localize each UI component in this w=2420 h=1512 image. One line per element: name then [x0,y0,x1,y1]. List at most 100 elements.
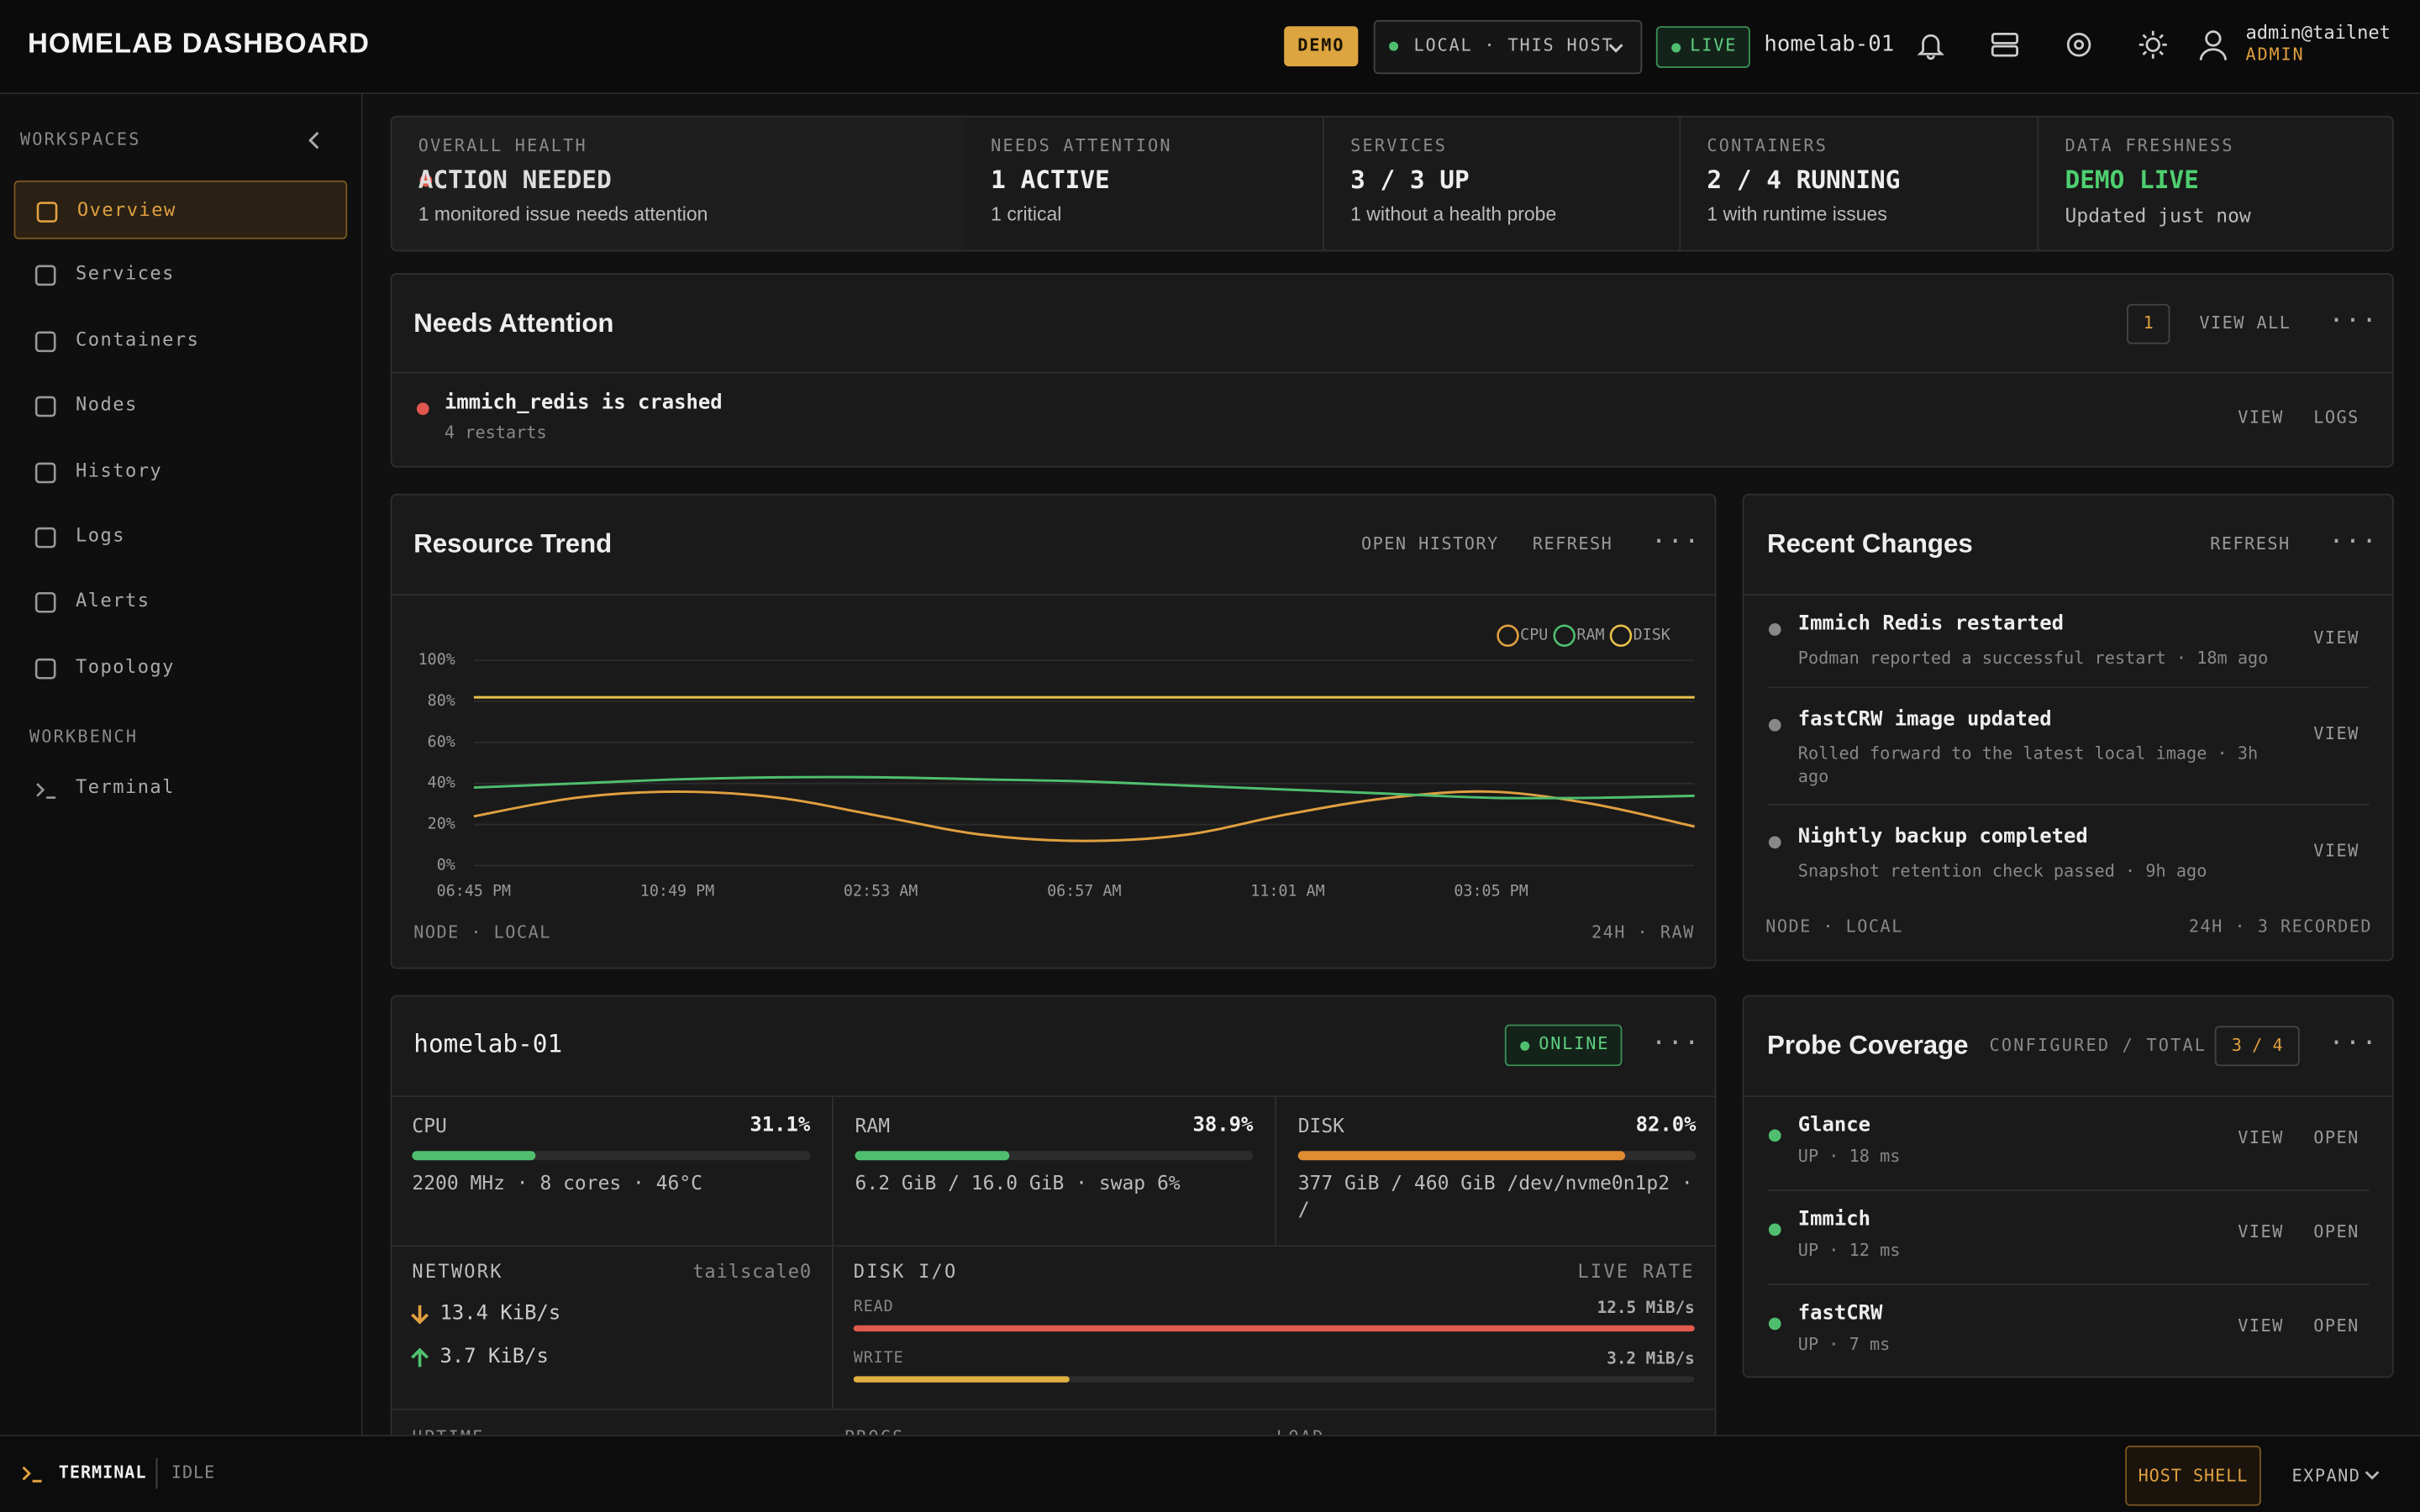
io-track [853,1376,1695,1383]
nav-label: Logs [76,524,125,547]
node-card: homelab-01 ONLINE ··· NETWORK tailscale0… [390,995,1717,1462]
net-interface: tailscale0 [692,1260,813,1283]
view-all-button[interactable]: VIEW ALL [2199,312,2291,333]
probe-detail: UP · 12 ms [1797,1240,1901,1261]
icon-path [411,1305,429,1325]
probe-action[interactable]: OPEN [2313,1315,2360,1336]
rect [1991,33,2018,45]
metric-track [855,1151,1254,1161]
nav-item[interactable]: Services [14,246,348,305]
probe-detail: UP · 18 ms [1797,1146,1901,1167]
change-title: Nightly backup completed [1797,825,2088,849]
expand-button[interactable]: EXPAND [2291,1465,2361,1486]
svg [34,331,56,352]
footer-right: 24H · RAW [1591,922,1695,943]
probe-action[interactable]: OPEN [2313,1221,2360,1242]
summary-note: 1 with runtime issues [1707,203,1887,226]
legend-label: RAM [1576,627,1604,644]
host-name: homelab-01 [1764,32,1895,57]
io-row-value: 3.2 MiB/s [1607,1350,1695,1369]
y-tick-label: 20% [428,816,455,833]
probe-dot [1768,1223,1781,1236]
open-history-button[interactable]: OPEN HISTORY [1361,533,1499,554]
issue-action[interactable]: VIEW [2238,407,2284,428]
nav-item[interactable]: Nodes [14,377,348,436]
probe-action[interactable]: VIEW [2238,1127,2284,1148]
metric-value: 31.1% [750,1114,811,1137]
rect [34,658,56,680]
probe-action[interactable]: OPEN [2313,1127,2360,1148]
footer-left: NODE · LOCAL [413,922,551,943]
probe-count: 3 / 4 [2214,1026,2300,1067]
nav-item[interactable]: Containers [14,312,348,370]
rect [34,527,56,549]
refresh-button[interactable]: REFRESH [2210,533,2291,554]
nav-label: Overview [76,198,176,221]
settings-icon[interactable] [2064,29,2095,60]
nav-label: History [76,459,163,481]
bell-icon[interactable] [1915,29,1946,60]
x-tick-label: 02:53 AM [844,883,918,900]
change-action[interactable]: VIEW [2313,841,2360,861]
more-button[interactable]: ··· [2328,526,2379,556]
user-role: ADMIN [2245,45,2305,66]
divider [1744,594,2392,596]
more-button[interactable]: ··· [2328,305,2379,335]
scope-select[interactable]: LOCAL · THIS HOST [1373,19,1643,75]
user-icon[interactable] [2198,28,2229,61]
more-button[interactable]: ··· [2328,1027,2379,1058]
svg [36,202,58,223]
refresh-button[interactable]: REFRESH [1532,533,1613,554]
divider [1744,1095,2392,1097]
io-row-label: READ [853,1299,894,1316]
icon-path [2199,48,2227,60]
scope-label: LOCAL · THIS HOST [1413,35,1614,56]
status-badge: ONLINE [1504,1024,1623,1067]
changes-card: Recent Changes REFRESH ··· NODE · LOCAL … [1742,493,2394,962]
legend-swatch [1609,624,1633,647]
io-mode: LIVE RATE [1577,1260,1695,1283]
collapse-icon[interactable] [304,129,326,151]
down-arrow [411,1305,429,1325]
metric-label: RAM [855,1114,891,1137]
nav-label: Alerts [76,590,150,612]
divider [392,371,2392,374]
change-detail: Snapshot retention check passed · 9h ago [1797,860,2207,881]
change-dot [1768,623,1781,636]
change-action[interactable]: VIEW [2313,627,2360,648]
more-button[interactable]: ··· [1651,526,1701,556]
x-tick-label: 06:45 PM [437,883,511,900]
nav-item[interactable]: History [14,442,348,501]
more-button[interactable]: ··· [1651,1027,1701,1058]
nav-item[interactable]: Alerts [14,573,348,632]
summary-label: OVERALL HEALTH [418,135,587,156]
series-line [473,790,1696,843]
nav-item[interactable]: Logs [14,507,348,566]
summary-label: CONTAINERS [1707,135,1828,156]
issue-action[interactable]: LOGS [2313,407,2360,428]
divider [392,1245,1715,1247]
circle [2066,33,2091,57]
change-action[interactable]: VIEW [2313,723,2360,744]
x-tick-label: 11:01 AM [1250,883,1324,900]
io-row-label: WRITE [853,1350,904,1368]
metric-value: 38.9% [1192,1114,1254,1137]
probe-action[interactable]: VIEW [2238,1315,2284,1336]
nav-item[interactable]: Topology [14,638,348,697]
nav-item[interactable]: Overview [13,180,348,239]
summary-label: NEEDS ATTENTION [991,135,1172,156]
nav-item[interactable]: Terminal [14,759,348,818]
terminal-bar: TERMINAL IDLE HOST SHELL EXPAND [0,1435,2420,1512]
card-title: Resource Trend [413,529,613,559]
summary-value: 1 ACTIVE [991,165,1110,195]
terminal-state: IDLE [171,1462,216,1483]
theme-icon[interactable] [2138,29,2169,60]
metric-bar [855,1151,1010,1161]
divider [392,1095,1715,1097]
host-shell-button[interactable]: HOST SHELL [2125,1446,2261,1506]
chevron-icon [1608,44,1623,53]
trend-card: Resource Trend OPEN HISTORY REFRESH ··· … [390,493,1717,969]
server-icon[interactable] [1990,29,2021,60]
y-tick-label: 40% [428,774,455,792]
probe-action[interactable]: VIEW [2238,1221,2284,1242]
